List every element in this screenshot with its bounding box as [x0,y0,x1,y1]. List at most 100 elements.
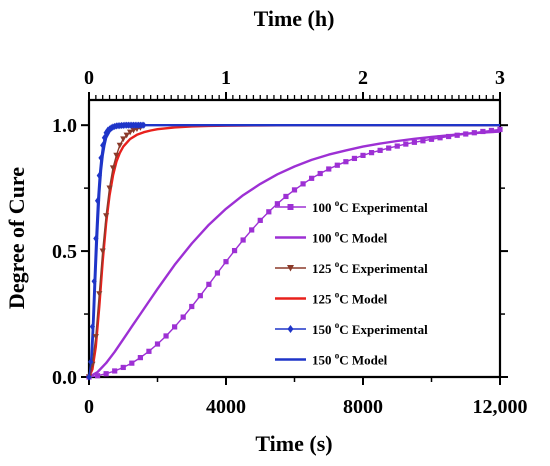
x-axis-title: Time (s) [255,431,332,456]
data-point [463,131,469,137]
data-point [91,277,97,285]
data-point [231,247,238,254]
legend-label-part: 100 [312,231,335,246]
legend-label-part: 100 [312,200,335,215]
data-point [96,291,103,297]
data-point [437,135,443,141]
data-point [86,373,92,381]
legend-label-part: C Model [339,231,387,246]
data-point [113,152,120,159]
legend-label-part: 150 [312,322,335,337]
data-point [317,170,323,177]
data-point [266,209,272,215]
legend-item: 150 oC Model [275,351,388,368]
legend-label-part: C Model [339,292,387,307]
data-point [386,145,392,151]
legend-item: 100 oC Model [275,229,388,246]
data-point [89,323,96,331]
data-point [326,166,332,172]
data-point [206,281,212,287]
data-point [101,134,108,142]
legend-label-superscript: o [335,259,340,269]
data-point [428,136,435,142]
y-tick-label: 0.5 [52,241,77,263]
data-point [197,293,203,299]
data-point [471,130,477,136]
series-experimental [86,121,147,381]
top-x-tick-label: 1 [221,67,231,89]
legend-label-part: C Experimental [339,200,428,215]
legend-swatch-marker [287,204,294,210]
legend-item: 125 oC Model [275,290,388,307]
y-axis-title: Degree of Cure [4,167,29,309]
axis-titles: Time (s) Time (h) Degree of Cure [4,6,334,456]
data-point [120,364,126,371]
legend-label-part: 125 [312,292,335,307]
data-point [454,132,460,138]
plot-series [85,121,503,381]
legend-label-part: C Model [339,353,387,368]
data-point [120,136,127,143]
model-line [87,123,500,378]
data-point [116,142,123,149]
legend-label: 100 oC Model [312,229,388,246]
data-point [180,314,186,320]
data-point [94,197,101,205]
series-experimental [85,125,144,381]
data-point [123,132,130,139]
data-point [130,127,137,134]
data-point [274,201,280,207]
data-point [106,185,113,192]
legend-label-superscript: o [335,229,340,239]
data-point [103,371,109,377]
data-point [93,234,99,243]
model-line [88,130,501,379]
legend-label-superscript: o [335,290,340,300]
data-point [351,155,358,162]
data-point [480,128,486,135]
legend-label-superscript: o [335,198,340,208]
series-model [87,123,500,378]
data-point [154,341,161,347]
legend-label: 150 oC Model [312,351,388,368]
data-point [257,217,263,223]
data-point [99,248,106,255]
data-point [360,152,366,158]
legend-label-part: 150 [312,353,335,368]
legend-label: 100 oC Experimental [312,198,428,215]
legend-label: 125 oC Model [312,290,388,307]
series-experimental [86,126,503,380]
data-point [146,348,152,354]
data-point [141,121,147,129]
data-point [283,193,289,200]
data-point [223,259,229,265]
data-point [129,360,135,366]
legend-label-part: C Experimental [339,322,428,337]
data-point [497,126,503,133]
data-point [214,270,221,276]
data-point [109,165,117,172]
legend-label-superscript: o [335,320,340,330]
data-point [249,227,255,233]
data-point [309,175,315,181]
data-point [100,141,106,149]
data-point [112,368,118,374]
legend-label: 150 oC Experimental [312,320,428,337]
data-point [420,138,426,144]
model-line [87,123,500,378]
data-point [127,129,134,136]
series-model [87,123,500,378]
x-tick-label: 0 [84,396,94,418]
x-tick-label: 4000 [206,396,246,418]
data-point [334,162,340,168]
data-point [403,141,409,147]
data-point [343,159,349,165]
legend-label-part: 125 [312,261,335,276]
legend-label-superscript: o [335,351,340,361]
data-point [94,373,101,379]
legend-item: 100 oC Experimental [275,198,428,215]
data-point [446,133,452,140]
data-point [488,127,495,134]
data-point [291,187,298,193]
